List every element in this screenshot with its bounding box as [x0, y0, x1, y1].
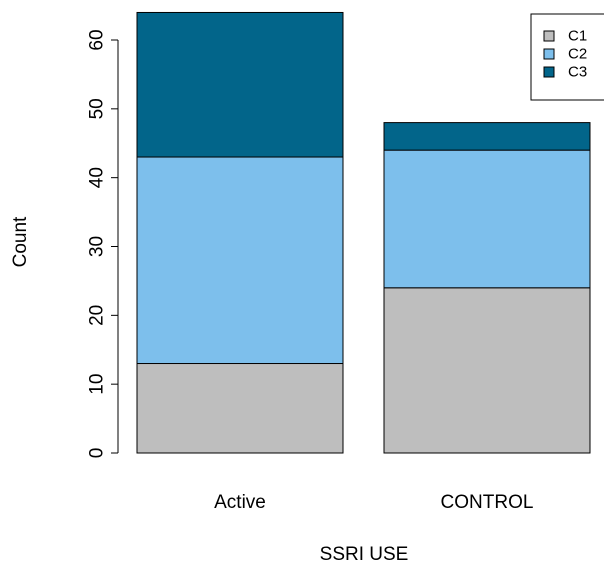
legend-label-c1: C1	[568, 28, 587, 45]
bar-segment-active-c2	[136, 156, 344, 365]
x-tick-label-active: Active	[214, 492, 266, 513]
bar-segment-control-c2	[383, 149, 591, 289]
bar-segment-control-c3	[383, 122, 591, 151]
x-axis-title: SSRI USE	[320, 544, 409, 565]
y-tick-label: 30	[87, 236, 108, 257]
y-axis: 0 10 20 30 40 50 60	[87, 29, 119, 458]
x-axis: Active CONTROL	[214, 492, 533, 513]
y-tick-label: 40	[87, 167, 108, 188]
legend-box	[530, 13, 604, 101]
y-tick-label: 60	[87, 29, 108, 50]
legend-swatch-c2	[543, 48, 555, 60]
y-tick-label: 10	[87, 374, 108, 395]
legend-swatch-c1	[543, 30, 555, 42]
bar-segment-active-c1	[136, 363, 344, 454]
x-tick-label-control: CONTROL	[441, 492, 534, 513]
bar-segment-control-c1	[383, 287, 591, 454]
legend-label-c3: C3	[568, 64, 587, 81]
bar-segment-active-c3	[136, 11, 344, 158]
y-tick-label: 20	[87, 305, 108, 326]
legend-label-c2: C2	[568, 46, 587, 63]
bars-layer	[136, 11, 591, 454]
y-tick-label: 0	[87, 448, 108, 459]
y-tick-label: 50	[87, 98, 108, 119]
y-axis-title: Count	[10, 216, 31, 267]
legend-swatch-c3	[543, 66, 555, 78]
